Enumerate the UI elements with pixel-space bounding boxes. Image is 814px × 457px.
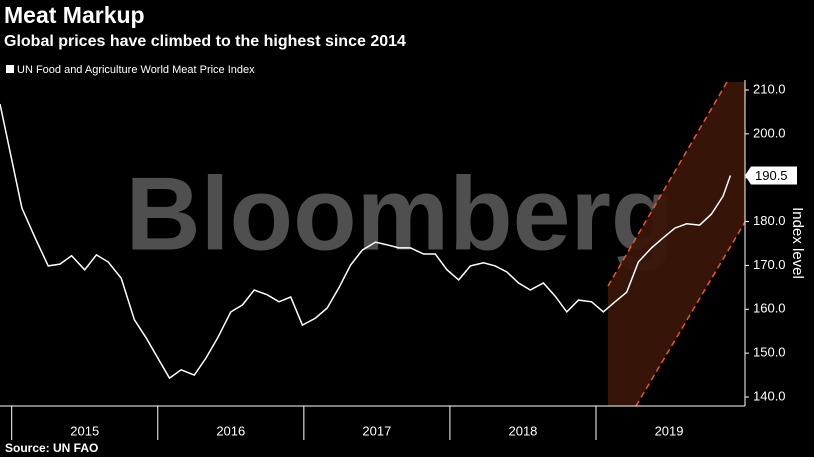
shaded-band [608,82,745,406]
source: Source: UN FAO [5,441,98,455]
x-tick-label: 2019 [655,423,684,438]
y-tick-label: 140.0 [753,388,786,403]
band-lower-edge [635,221,746,407]
last-value-label: 190.5 [755,168,788,183]
last-value-box [745,166,797,185]
chart-title: Meat Markup [4,2,145,28]
y-tick-label: 160.0 [753,301,786,316]
price-line [0,103,732,380]
y-tick-label: 210.0 [753,81,786,96]
x-tick-label: 2017 [362,423,391,438]
x-tick-label: 2018 [508,423,537,438]
x-tick-label: 2015 [70,423,99,438]
legend-label: UN Food and Agriculture World Meat Price… [17,64,255,76]
watermark: Bloomberg [126,156,675,272]
y-axis-label: Index level [789,207,806,279]
x-tick-label: 2016 [216,423,245,438]
y-tick-label: 150.0 [753,345,786,360]
y-tick-label: 170.0 [753,257,786,272]
y-tick-label: 200.0 [753,125,786,140]
legend-swatch [6,65,14,73]
y-tick-label: 180.0 [753,213,786,228]
chart-subtitle: Global prices have climbed to the highes… [4,33,406,50]
